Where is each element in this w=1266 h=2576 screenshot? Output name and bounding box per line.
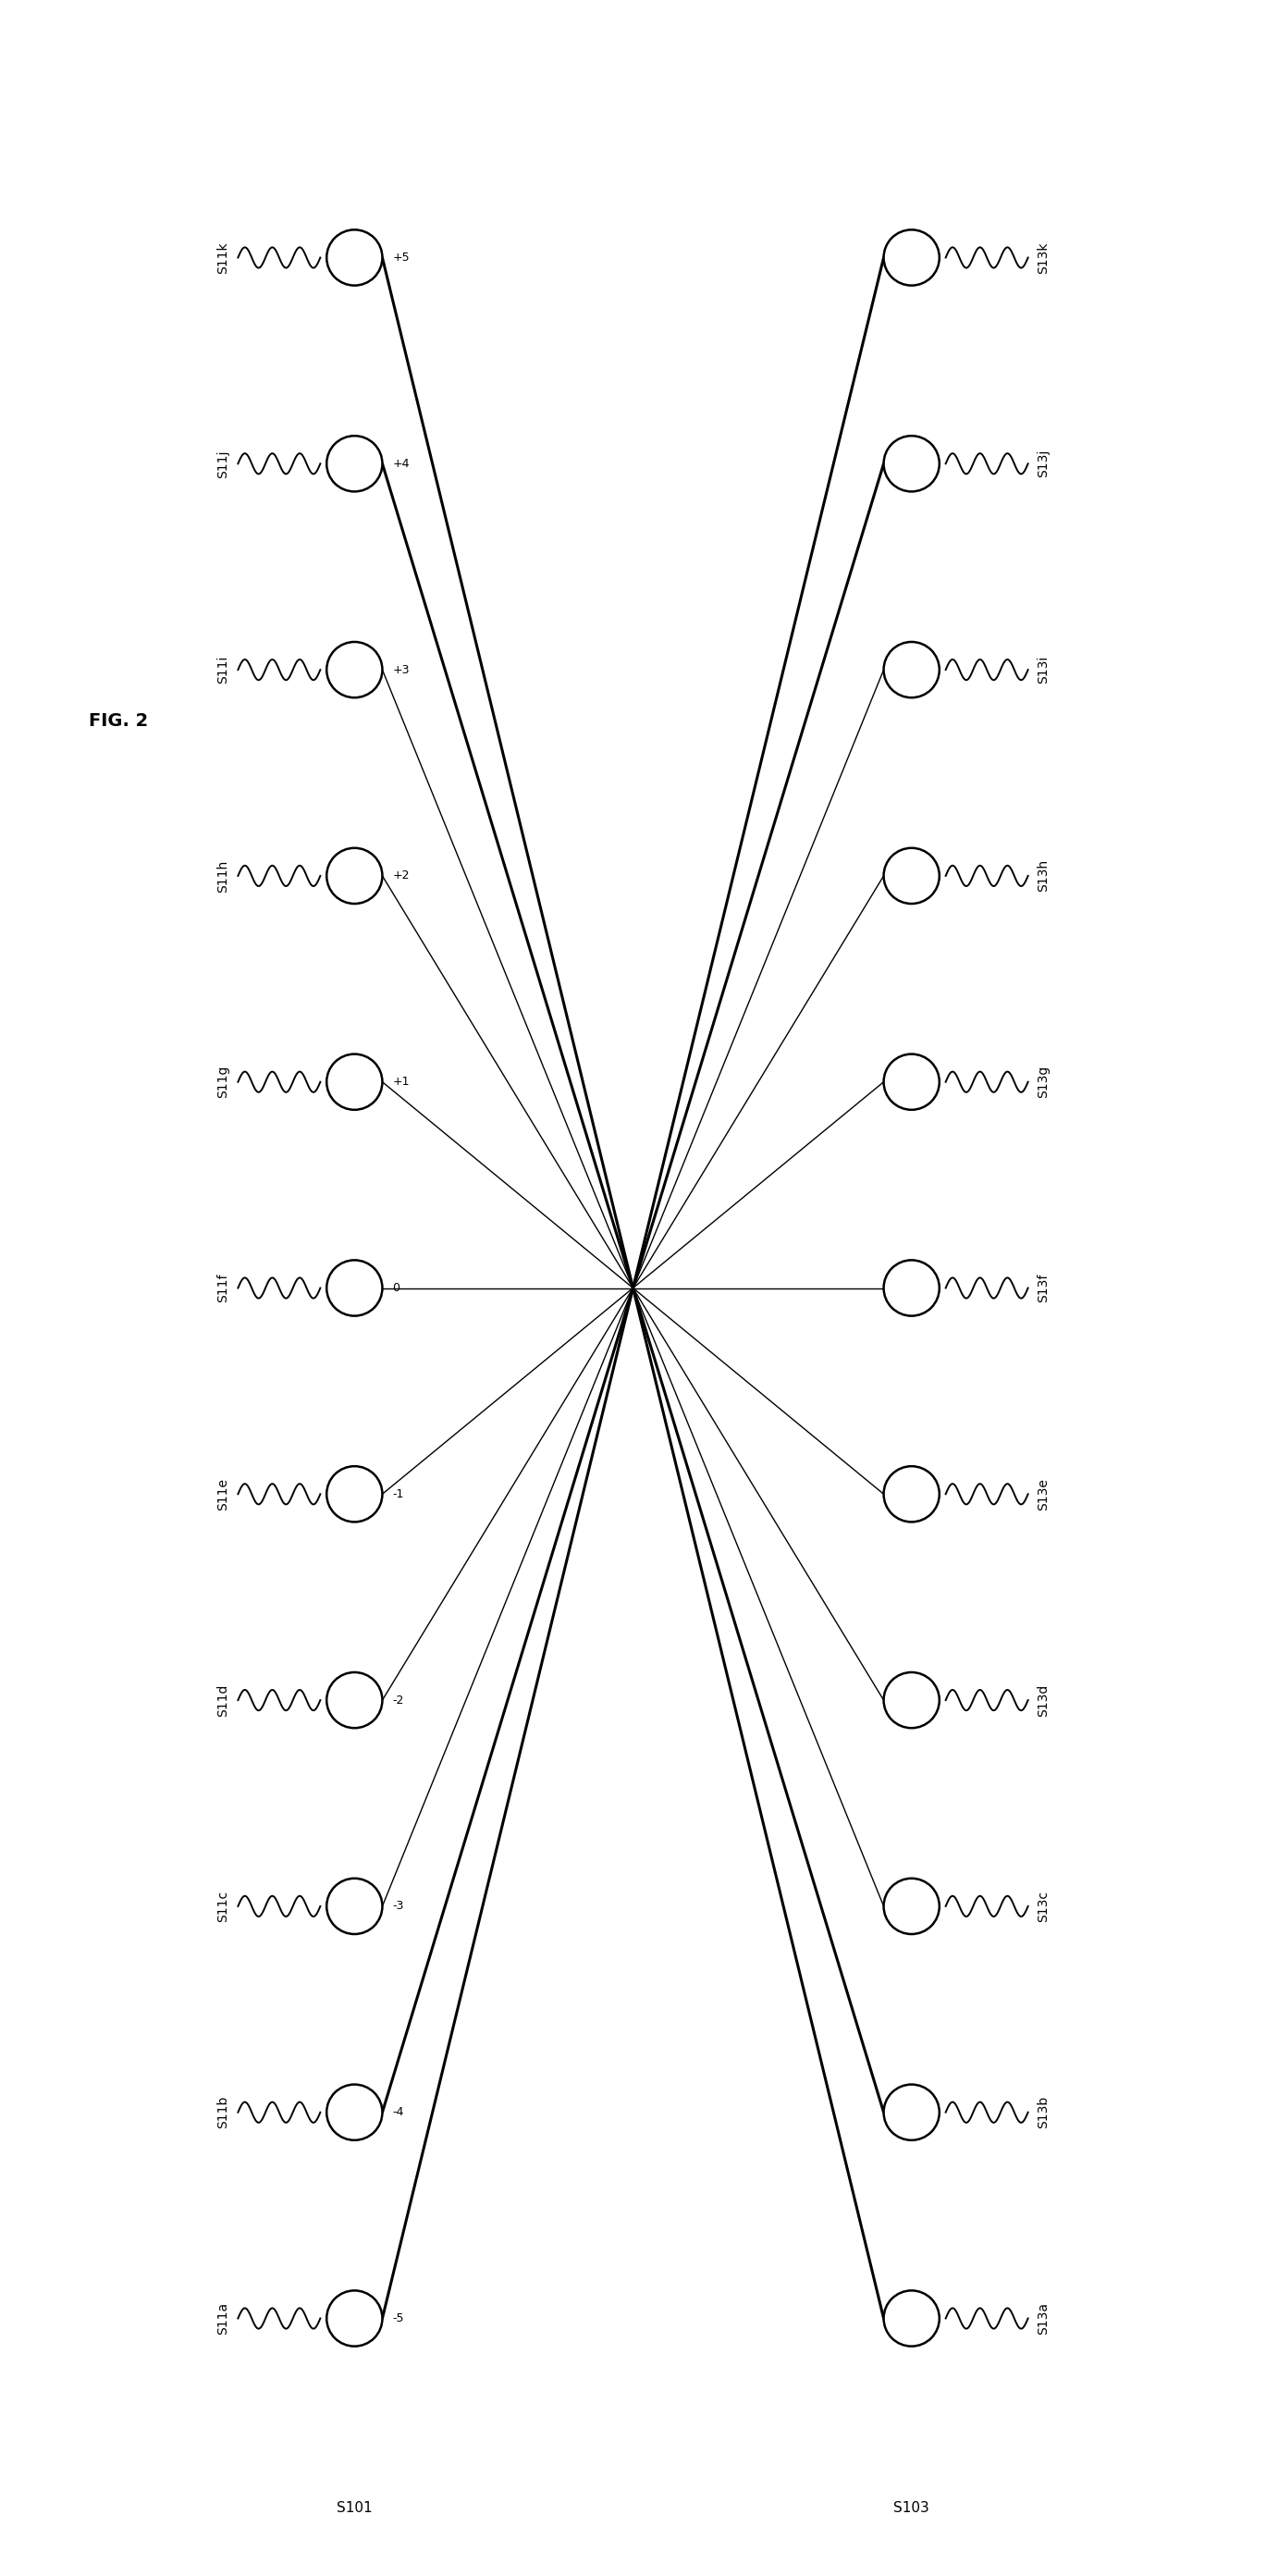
Ellipse shape [327, 641, 382, 698]
Text: S13i: S13i [1037, 657, 1050, 683]
Text: -2: -2 [392, 1695, 404, 1705]
Text: S13e: S13e [1037, 1479, 1050, 1510]
Text: S11j: S11j [216, 451, 229, 477]
Ellipse shape [884, 2084, 939, 2141]
Ellipse shape [884, 1054, 939, 1110]
Ellipse shape [884, 435, 939, 492]
Text: S11f: S11f [216, 1273, 229, 1303]
Text: S11e: S11e [216, 1479, 229, 1510]
Ellipse shape [327, 1878, 382, 1935]
Text: +1: +1 [392, 1077, 410, 1087]
Ellipse shape [884, 1878, 939, 1935]
Text: S13d: S13d [1037, 1685, 1050, 1716]
Ellipse shape [884, 848, 939, 904]
Text: -1: -1 [392, 1489, 404, 1499]
Text: S13g: S13g [1037, 1066, 1050, 1097]
Text: +5: +5 [392, 252, 410, 263]
Text: +2: +2 [392, 871, 410, 881]
Ellipse shape [884, 229, 939, 286]
Text: S11d: S11d [216, 1685, 229, 1716]
Ellipse shape [327, 1054, 382, 1110]
Text: -5: -5 [392, 2313, 404, 2324]
Text: FIG. 2: FIG. 2 [89, 714, 148, 729]
Text: -3: -3 [392, 1901, 404, 1911]
Ellipse shape [327, 1466, 382, 1522]
Text: S13c: S13c [1037, 1891, 1050, 1922]
Text: S11h: S11h [216, 860, 229, 891]
Text: S13a: S13a [1037, 2303, 1050, 2334]
Ellipse shape [884, 2290, 939, 2347]
Text: S11b: S11b [216, 2097, 229, 2128]
Text: -4: -4 [392, 2107, 404, 2117]
Ellipse shape [884, 1466, 939, 1522]
Text: S13j: S13j [1037, 451, 1050, 477]
Ellipse shape [884, 641, 939, 698]
Ellipse shape [327, 229, 382, 286]
Text: S13b: S13b [1037, 2097, 1050, 2128]
Text: +3: +3 [392, 665, 410, 675]
Text: S11c: S11c [216, 1891, 229, 1922]
Ellipse shape [327, 1260, 382, 1316]
Text: +4: +4 [392, 459, 410, 469]
Ellipse shape [327, 1672, 382, 1728]
Ellipse shape [327, 2084, 382, 2141]
Ellipse shape [884, 1672, 939, 1728]
Ellipse shape [327, 848, 382, 904]
Text: S13h: S13h [1037, 860, 1050, 891]
Text: S101: S101 [337, 2501, 372, 2514]
Text: 0: 0 [392, 1283, 400, 1293]
Text: S11i: S11i [216, 657, 229, 683]
Text: S11g: S11g [216, 1066, 229, 1097]
Text: S11a: S11a [216, 2303, 229, 2334]
Ellipse shape [327, 435, 382, 492]
Text: S103: S103 [894, 2501, 929, 2514]
Ellipse shape [884, 1260, 939, 1316]
Text: S11k: S11k [216, 242, 229, 273]
Text: S13f: S13f [1037, 1273, 1050, 1303]
Text: S13k: S13k [1037, 242, 1050, 273]
Ellipse shape [327, 2290, 382, 2347]
